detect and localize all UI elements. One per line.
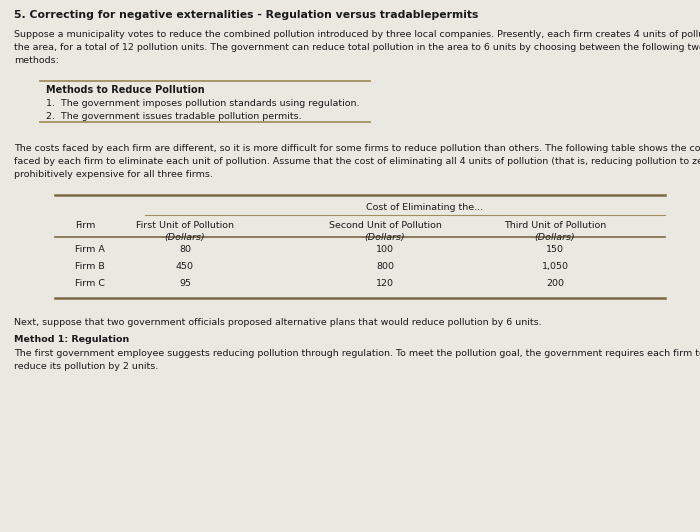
Text: Second Unit of Pollution: Second Unit of Pollution [328,221,442,230]
Text: 1.  The government imposes pollution standards using regulation.: 1. The government imposes pollution stan… [46,99,360,108]
Text: Firm A: Firm A [75,245,105,254]
Text: Firm B: Firm B [75,262,105,271]
Text: reduce its pollution by 2 units.: reduce its pollution by 2 units. [14,362,158,371]
Text: 100: 100 [376,245,394,254]
Text: The first government employee suggests reducing pollution through regulation. To: The first government employee suggests r… [14,349,700,358]
Text: methods:: methods: [14,56,59,65]
Text: 80: 80 [179,245,191,254]
Text: (Dollars): (Dollars) [164,233,205,242]
Text: The costs faced by each firm are different, so it is more difficult for some fir: The costs faced by each firm are differe… [14,144,700,153]
Text: 1,050: 1,050 [542,262,568,271]
Text: faced by each firm to eliminate each unit of pollution. Assume that the cost of : faced by each firm to eliminate each uni… [14,157,700,166]
Text: (Dollars): (Dollars) [365,233,405,242]
Text: Firm C: Firm C [75,279,105,288]
Text: Firm: Firm [75,221,95,230]
Text: (Dollars): (Dollars) [535,233,575,242]
Text: the area, for a total of 12 pollution units. The government can reduce total pol: the area, for a total of 12 pollution un… [14,43,700,52]
Text: 200: 200 [546,279,564,288]
Text: 120: 120 [376,279,394,288]
Text: 2.  The government issues tradable pollution permits.: 2. The government issues tradable pollut… [46,112,302,121]
Text: Method 1: Regulation: Method 1: Regulation [14,335,130,344]
Text: First Unit of Pollution: First Unit of Pollution [136,221,234,230]
Text: Next, suppose that two government officials proposed alternative plans that woul: Next, suppose that two government offici… [14,318,542,327]
Text: 95: 95 [179,279,191,288]
Text: 150: 150 [546,245,564,254]
Text: prohibitively expensive for all three firms.: prohibitively expensive for all three fi… [14,170,213,179]
Text: Methods to Reduce Pollution: Methods to Reduce Pollution [46,85,204,95]
Text: Cost of Eliminating the...: Cost of Eliminating the... [366,203,484,212]
Text: 800: 800 [376,262,394,271]
Text: Third Unit of Pollution: Third Unit of Pollution [504,221,606,230]
Text: Suppose a municipality votes to reduce the combined pollution introduced by thre: Suppose a municipality votes to reduce t… [14,30,700,39]
Text: 5. Correcting for negative externalities - Regulation versus tradablepermits: 5. Correcting for negative externalities… [14,10,478,20]
Text: 450: 450 [176,262,194,271]
